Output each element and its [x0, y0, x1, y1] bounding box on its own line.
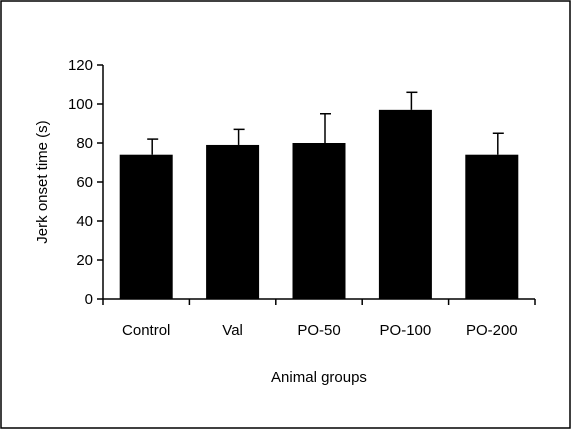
y-tick-label-4: 80 — [76, 135, 93, 152]
bar-po-100 — [378, 109, 432, 299]
bar-po-200 — [465, 154, 519, 299]
x-tick-label-po-200: PO-200 — [466, 322, 518, 339]
y-tick-label-1: 20 — [76, 252, 93, 269]
x-axis-title: Animal groups — [271, 369, 367, 386]
y-tick-label-2: 40 — [76, 213, 93, 230]
y-axis-title: Jerk onset time (s) — [34, 120, 51, 243]
y-tick-label-5: 100 — [68, 96, 93, 113]
bar-val — [206, 144, 260, 299]
x-tick-label-val: Val — [222, 322, 243, 339]
bar-control — [119, 154, 173, 299]
x-tick-label-po-100: PO-100 — [380, 322, 432, 339]
y-tick-label-0: 0 — [85, 291, 93, 308]
y-tick-label-3: 60 — [76, 174, 93, 191]
y-tick-label-6: 120 — [68, 57, 93, 74]
x-tick-label-control: Control — [122, 322, 170, 339]
bar-po-50 — [292, 143, 346, 299]
x-tick-label-po-50: PO-50 — [297, 322, 340, 339]
